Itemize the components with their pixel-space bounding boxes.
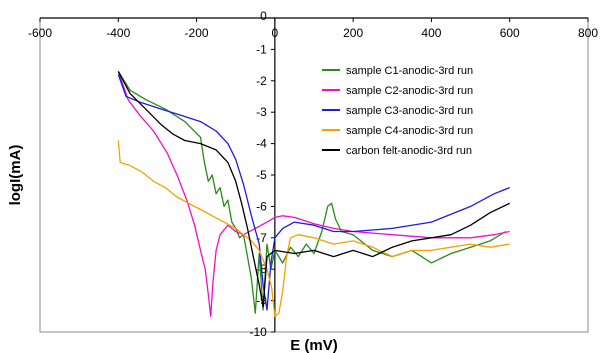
x-tick-label: 800 bbox=[578, 26, 598, 40]
series-line-3 bbox=[117, 74, 510, 311]
legend-label: sample C3-anodic-3rd run bbox=[346, 105, 473, 117]
y-tick-label: 0 bbox=[260, 9, 267, 23]
y-tick-label: -7 bbox=[256, 231, 267, 245]
legend-label: sample C4-anodic-3rd run bbox=[346, 125, 473, 137]
series-line-5 bbox=[117, 71, 510, 308]
legend-label: sample C2-anodic-3rd run bbox=[346, 85, 473, 97]
y-axis-title: logI(mA) bbox=[7, 145, 24, 206]
y-axis-ticks: 0-1-2-3-4-5-6-7-8-9-10 bbox=[250, 9, 275, 339]
x-tick-label: 400 bbox=[421, 26, 441, 40]
x-tick-label: -400 bbox=[106, 26, 130, 40]
x-tick-label: -200 bbox=[185, 26, 209, 40]
x-tick-label: -600 bbox=[28, 26, 52, 40]
legend: sample C1-anodic-3rd run sample C2-anodic… bbox=[322, 65, 473, 157]
x-axis-ticks: -600 -400 -200 0 200 400 600 800 bbox=[28, 18, 598, 40]
y-tick-label: -3 bbox=[256, 105, 267, 119]
plot-area-border bbox=[39, 17, 589, 333]
legend-label: carbon felt-anodic-3rd run bbox=[346, 145, 472, 157]
y-tick-label: -6 bbox=[256, 199, 267, 213]
x-tick-label: 200 bbox=[343, 26, 363, 40]
y-tick-label: -4 bbox=[256, 137, 267, 151]
x-tick-label: 600 bbox=[500, 26, 520, 40]
legend-label: sample C1-anodic-3rd run bbox=[346, 65, 473, 77]
y-tick-label: -2 bbox=[256, 74, 267, 88]
x-axis-title: E (mV) bbox=[290, 337, 338, 353]
y-tick-label: -10 bbox=[250, 325, 268, 339]
x-tick-label: 0 bbox=[272, 26, 279, 40]
y-tick-label: -1 bbox=[256, 42, 267, 56]
series-line-4 bbox=[117, 140, 510, 317]
series-layer bbox=[117, 71, 510, 317]
y-tick-label: -5 bbox=[256, 168, 267, 182]
